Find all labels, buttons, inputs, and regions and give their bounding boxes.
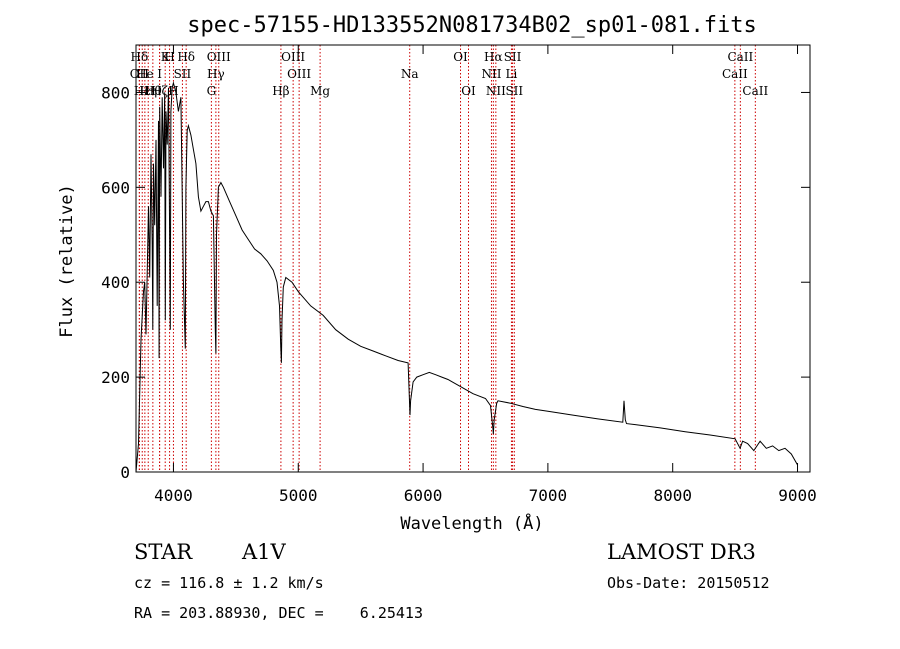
y-tick-label: 800 — [101, 83, 130, 102]
y-tick-label: 200 — [101, 368, 130, 387]
line-label: Hδ — [177, 50, 195, 64]
line-label: OI — [461, 84, 476, 98]
line-label: Hβ — [272, 84, 289, 98]
x-axis-label: Wavelength (Å) — [400, 512, 543, 534]
line-label: Li — [506, 67, 518, 81]
coordinates: RA = 203.88930, DEC = 6.25413 — [134, 604, 423, 622]
line-label: I — [157, 67, 162, 81]
line-label: CaII — [727, 50, 753, 64]
x-tick-label: 7000 — [529, 486, 568, 505]
survey-name: LAMOST DR3 — [607, 540, 756, 564]
line-label: NII — [481, 67, 501, 81]
line-label: NII — [486, 84, 506, 98]
line-label: Hδ — [131, 50, 149, 64]
line-label: H — [168, 84, 178, 98]
line-label: SII — [174, 67, 192, 81]
y-tick-label: 0 — [120, 463, 130, 482]
x-axis-ticks: 4000 5000 6000 7000 8000 9000 — [154, 45, 817, 505]
redshift-cz: cz = 116.8 ± 1.2 km/s — [134, 574, 324, 592]
line-label: CaII — [742, 84, 768, 98]
spectrum-line — [135, 81, 798, 473]
line-label: OI — [453, 50, 468, 64]
x-tick-label: 4000 — [154, 486, 193, 505]
spectral-line-markers — [138, 45, 756, 472]
chart-title: spec-57155-HD133552N081734B02_sp01-081.f… — [187, 13, 757, 38]
x-tick-label: 8000 — [653, 486, 692, 505]
line-label: H — [164, 50, 174, 64]
line-label: He — [136, 67, 154, 81]
line-label: Hθ — [144, 84, 162, 98]
y-axis-ticks: 0 200 400 600 800 — [101, 83, 810, 482]
line-label: SII — [504, 50, 522, 64]
object-subclass: A1V — [242, 540, 286, 564]
x-tick-label: 5000 — [279, 486, 318, 505]
line-label: Hε — [134, 84, 151, 98]
x-tick-label: 9000 — [778, 486, 817, 505]
object-class: STAR — [134, 540, 193, 564]
line-label: Hα — [484, 50, 503, 64]
line-label: OIII — [207, 50, 231, 64]
line-label: SII — [505, 84, 523, 98]
line-label: CaII — [722, 67, 748, 81]
line-label: Hζ — [151, 84, 168, 98]
y-tick-label: 400 — [101, 273, 130, 292]
obs-date: Obs-Date: 20150512 — [607, 574, 770, 592]
line-label: OIII — [281, 50, 305, 64]
line-label: Hη — [139, 84, 157, 98]
line-label: OIII — [287, 67, 311, 81]
line-label: Na — [401, 67, 419, 81]
line-label: OII — [130, 67, 150, 81]
y-tick-label: 600 — [101, 178, 130, 197]
line-label: Hγ — [207, 67, 225, 81]
line-label: G — [207, 84, 217, 98]
x-tick-label: 6000 — [404, 486, 443, 505]
line-label: Mg — [310, 84, 330, 98]
y-axis-label: Flux (relative) — [57, 184, 77, 338]
line-label: K — [161, 50, 171, 64]
plot-frame — [135, 44, 811, 473]
